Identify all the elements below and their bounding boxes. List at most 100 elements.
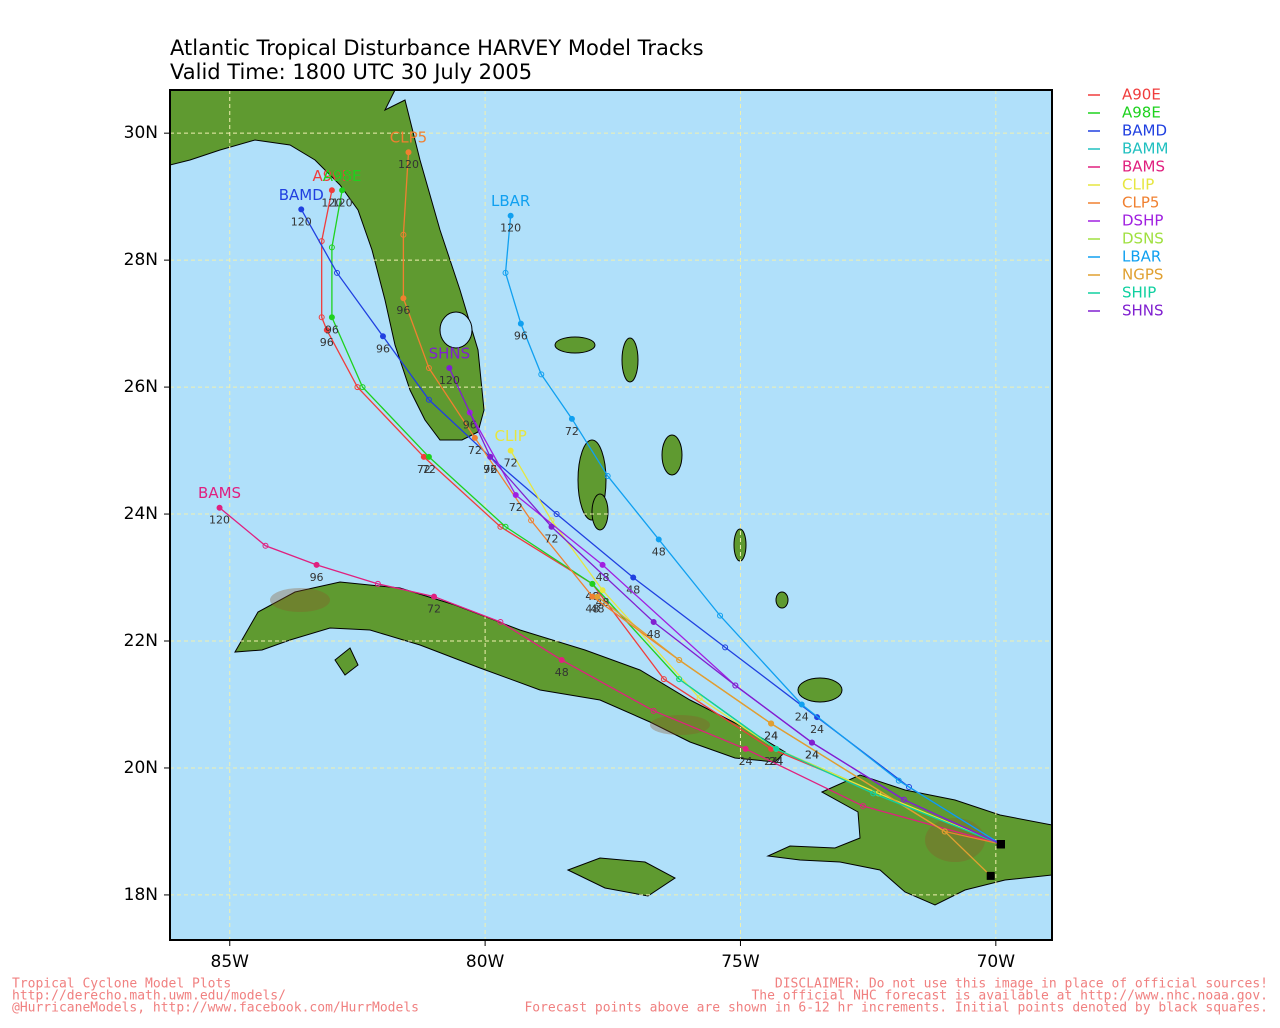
y-tick-label: 30N	[124, 123, 158, 143]
y-tick-label: 28N	[124, 250, 158, 270]
track-point	[696, 695, 703, 702]
track-point	[732, 682, 739, 689]
y-tick-label: 24N	[124, 504, 158, 524]
legend-label: SHNS	[1122, 302, 1164, 320]
track-point	[507, 212, 514, 219]
track-point	[502, 269, 509, 276]
track-name: SHNS	[429, 345, 471, 363]
track-point	[379, 333, 386, 340]
hour-label: 24	[764, 730, 778, 743]
legend-label: BAMS	[1122, 158, 1165, 176]
track-point	[487, 453, 494, 460]
track-point	[425, 453, 432, 460]
hour-label: 48	[626, 584, 640, 597]
track-point	[650, 707, 657, 714]
track-point	[538, 371, 545, 378]
track-point	[941, 828, 948, 835]
track-point	[630, 574, 637, 581]
y-tick-label: 22N	[124, 631, 158, 651]
y-tick-label: 26N	[124, 377, 158, 397]
track-line	[678, 678, 1002, 845]
legend: A90EA98EBAMDBAMMBAMSCLIPCLP5DSHPDSNSLBAR…	[1088, 86, 1168, 320]
track-point	[328, 187, 335, 194]
track-line	[504, 215, 1002, 845]
track-point	[742, 745, 749, 752]
hour-label: 72	[417, 463, 431, 476]
footer-left: Tropical Cyclone Model Plots	[12, 977, 231, 992]
initial-point	[986, 871, 995, 880]
hour-label: 96	[320, 336, 334, 349]
hour-label: 120	[332, 196, 353, 209]
track-point	[425, 396, 432, 403]
track-name: LBAR	[491, 192, 530, 210]
title: Atlantic Tropical Disturbance HARVEY Mod…	[170, 36, 704, 60]
grid: 85W 80W 75W 70W 18N 20N 22N 24N 26N 28N 30N	[124, 90, 1052, 972]
track-point	[431, 593, 438, 600]
legend-label: NGPS	[1122, 266, 1163, 284]
x-tick-label: 75W	[721, 952, 760, 972]
x-tick-label: 85W	[211, 952, 250, 972]
track-point	[650, 618, 657, 625]
hour-label: 96	[325, 323, 339, 336]
hour-label: 120	[321, 196, 342, 209]
track-point	[808, 739, 815, 746]
hour-label: 72	[565, 425, 579, 438]
track-point	[599, 561, 606, 568]
hour-label: 120	[209, 514, 230, 527]
track-point	[216, 504, 223, 511]
hour-label: 24	[769, 755, 783, 768]
hour-label: 24	[795, 710, 809, 723]
track-point	[906, 784, 913, 791]
hour-label: 48	[555, 666, 569, 679]
y-tick-label: 20N	[124, 758, 158, 778]
track-point	[895, 777, 902, 784]
hour-label: 48	[652, 545, 666, 558]
hour-label: 120	[398, 158, 419, 171]
footer: Tropical Cyclone Model Plotshttp://derec…	[12, 977, 1268, 1016]
legend-label: LBAR	[1122, 248, 1161, 266]
legend-label: DSHP	[1122, 212, 1163, 230]
track-point	[722, 644, 729, 651]
track-point	[717, 612, 724, 619]
track-point	[655, 536, 662, 543]
track-point	[400, 295, 407, 302]
hour-label: 72	[509, 501, 523, 514]
track-point	[502, 523, 509, 530]
track-point	[773, 745, 780, 752]
hour-label: 96	[396, 304, 410, 317]
hour-label: 96	[310, 571, 324, 584]
hour-label: 48	[596, 571, 610, 584]
tracks: 24487296120A90E24487296120A98E2448729612…	[198, 129, 1005, 880]
track-name: BAMD	[279, 186, 324, 204]
hour-label: 120	[291, 215, 312, 228]
hour-label: 72	[468, 444, 482, 457]
track-point	[405, 149, 412, 156]
track-point	[298, 206, 305, 213]
track-point	[604, 472, 611, 479]
track-point	[497, 618, 504, 625]
legend-label: SHIP	[1122, 284, 1156, 302]
legend-label: BAMD	[1122, 122, 1167, 140]
track-name: BAMS	[198, 484, 241, 502]
footer-right: Forecast points above are shown in 6-12 …	[524, 1001, 1268, 1016]
hour-label: 24	[739, 755, 753, 768]
track-point	[900, 796, 907, 803]
track-point	[400, 231, 407, 238]
track-point	[589, 593, 596, 600]
track-point	[768, 720, 775, 727]
track-point	[374, 580, 381, 587]
track-name: CLIP	[494, 427, 526, 445]
track-point	[594, 593, 601, 600]
track-line	[321, 190, 1002, 845]
track-point	[334, 269, 341, 276]
track-point	[548, 523, 555, 530]
track-point	[517, 320, 524, 327]
track-point	[568, 415, 575, 422]
hour-label: 72	[422, 463, 436, 476]
track-point	[328, 314, 335, 321]
track-point	[528, 517, 535, 524]
y-tick-label: 18N	[124, 885, 158, 905]
track-point	[313, 561, 320, 568]
